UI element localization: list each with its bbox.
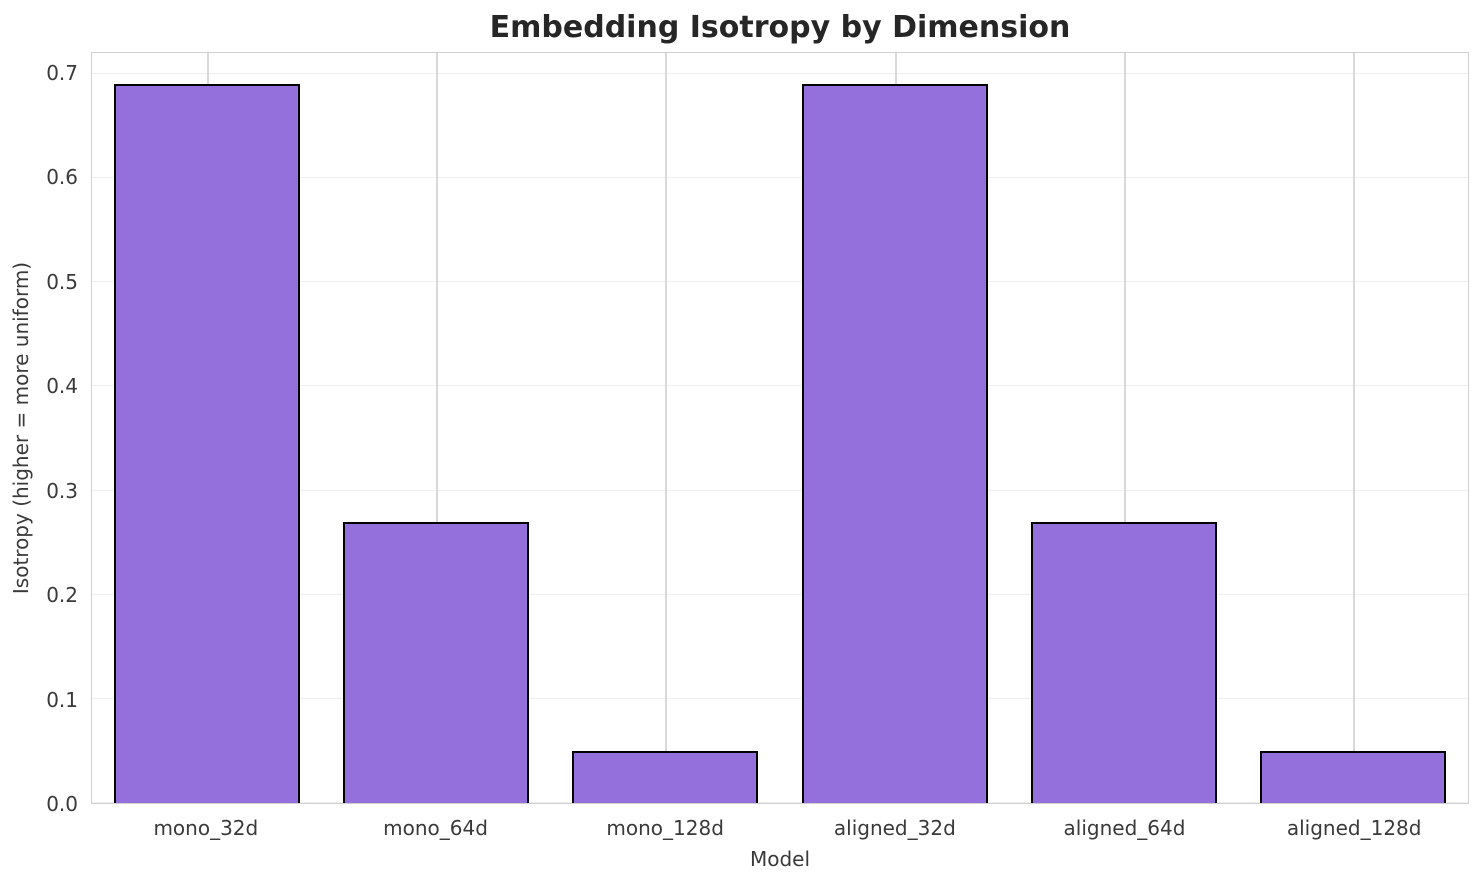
y-tick-label: 0.5 [46,269,78,294]
y-tick-label: 0.6 [46,165,78,190]
x-tick-label-mono_128d: mono_128d [606,816,724,840]
gridline-horizontal [92,593,1468,595]
y-tick-label: 0.7 [46,60,78,85]
y-tick-label: 0.3 [46,478,78,503]
bar-aligned_128d [1260,750,1447,803]
chart-title: Embedding Isotropy by Dimension [489,10,1071,45]
y-tick-label: 0.4 [46,374,78,399]
gridline-horizontal [92,281,1468,283]
gridline-vertical [1124,53,1126,803]
gridline-horizontal [92,72,1468,74]
gridline-horizontal [92,177,1468,178]
bar-mono_32d [113,84,300,803]
gridline-horizontal [92,697,1468,699]
gridline-vertical [436,53,438,803]
bar-mono_128d [572,750,759,803]
x-axis-label: Model [749,847,811,871]
gridline-vertical [665,53,668,803]
y-tick-label: 0.1 [46,687,78,712]
x-tick-label-mono_64d: mono_64d [383,816,488,840]
gridline-horizontal [92,385,1468,387]
x-tick-labels: mono_32d mono_64d mono_128d aligned_32d alig… [91,816,1469,844]
x-tick-label-aligned_128d: aligned_128d [1286,816,1422,840]
x-tick-label-aligned_32d: aligned_32d [833,816,956,840]
gridline-vertical [1353,53,1356,803]
bar-aligned_64d [1031,521,1217,803]
x-tick-label-aligned_64d: aligned_64d [1063,816,1186,840]
bar-aligned_32d [801,84,988,803]
bar-mono_64d [343,521,529,803]
y-tick-label: 0.2 [46,583,78,608]
x-tick-label-mono_32d: mono_32d [153,816,259,840]
plot-area [91,52,1469,804]
gridline-horizontal [92,802,1468,803]
gridline-horizontal [92,489,1468,491]
y-tick-labels: 0.0 0.1 0.2 0.3 0.4 0.5 0.6 0.7 [0,52,78,816]
y-tick-label: 0.0 [46,792,78,816]
